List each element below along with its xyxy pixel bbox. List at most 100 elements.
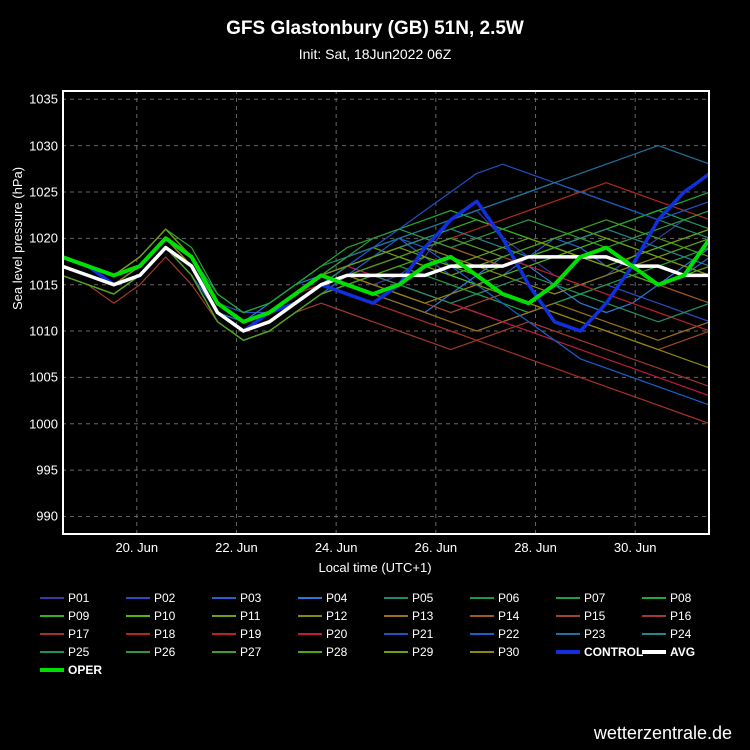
legend-label: P13	[412, 609, 433, 623]
legend-item: P15	[556, 608, 642, 624]
legend-item: P09	[40, 608, 126, 624]
chart-area	[62, 90, 710, 535]
legend-item: P11	[212, 608, 298, 624]
legend-swatch	[556, 597, 580, 599]
legend-label: P19	[240, 627, 261, 641]
legend-item: P20	[298, 626, 384, 642]
x-tick: 24. Jun	[315, 540, 358, 555]
legend-item: P26	[126, 644, 212, 660]
legend-label: P03	[240, 591, 261, 605]
legend-label: P10	[154, 609, 175, 623]
legend-label: P23	[584, 627, 605, 641]
legend-label: P05	[412, 591, 433, 605]
legend-swatch	[126, 633, 150, 635]
legend-label: P27	[240, 645, 261, 659]
legend-item: P21	[384, 626, 470, 642]
y-tick: 995	[8, 463, 58, 478]
legend-label: P26	[154, 645, 175, 659]
legend-swatch	[212, 615, 236, 617]
legend-swatch	[470, 651, 494, 653]
legend-label: P18	[154, 627, 175, 641]
legend-swatch	[642, 650, 666, 654]
legend-label: P17	[68, 627, 89, 641]
legend-swatch	[556, 633, 580, 635]
legend-label: P09	[68, 609, 89, 623]
y-tick: 1020	[8, 231, 58, 246]
legend-label: P22	[498, 627, 519, 641]
legend-swatch	[40, 668, 64, 672]
legend-label: P25	[68, 645, 89, 659]
legend-swatch	[126, 597, 150, 599]
x-tick: 30. Jun	[614, 540, 657, 555]
legend-item: P02	[126, 590, 212, 606]
legend-label: P30	[498, 645, 519, 659]
legend-item: P04	[298, 590, 384, 606]
x-tick: 22. Jun	[215, 540, 258, 555]
legend-item: P05	[384, 590, 470, 606]
legend-swatch	[470, 597, 494, 599]
legend-item: P23	[556, 626, 642, 642]
x-axis-label: Local time (UTC+1)	[0, 560, 750, 575]
legend-label: P07	[584, 591, 605, 605]
legend-swatch	[384, 651, 408, 653]
legend-item: P30	[470, 644, 556, 660]
legend-label: P11	[240, 609, 260, 623]
y-tick: 990	[8, 509, 58, 524]
legend-item: P12	[298, 608, 384, 624]
legend-item: P29	[384, 644, 470, 660]
legend-label: P01	[68, 591, 89, 605]
legend-label: P04	[326, 591, 347, 605]
legend-swatch	[40, 651, 64, 653]
chart-title: GFS Glastonbury (GB) 51N, 2.5W	[0, 0, 750, 40]
legend-item: P27	[212, 644, 298, 660]
y-tick: 1005	[8, 370, 58, 385]
legend-swatch	[212, 633, 236, 635]
legend-item: P13	[384, 608, 470, 624]
legend-item: P25	[40, 644, 126, 660]
y-tick: 1035	[8, 92, 58, 107]
legend-item: OPER	[40, 662, 126, 678]
x-tick: 28. Jun	[514, 540, 557, 555]
legend-item: AVG	[642, 644, 728, 660]
legend-swatch	[212, 651, 236, 653]
x-tick: 26. Jun	[415, 540, 458, 555]
legend-label: AVG	[670, 645, 695, 659]
legend-item: P24	[642, 626, 728, 642]
legend-label: OPER	[68, 663, 102, 677]
legend-item: P06	[470, 590, 556, 606]
y-tick: 1015	[8, 277, 58, 292]
x-tick: 20. Jun	[115, 540, 158, 555]
legend-item: P17	[40, 626, 126, 642]
legend-label: P24	[670, 627, 691, 641]
legend-label: P20	[326, 627, 347, 641]
legend-item: P01	[40, 590, 126, 606]
legend-swatch	[642, 615, 666, 617]
legend-swatch	[556, 615, 580, 617]
legend-item: P14	[470, 608, 556, 624]
legend-label: P29	[412, 645, 433, 659]
legend-swatch	[126, 615, 150, 617]
legend-item: P08	[642, 590, 728, 606]
chart-subtitle: Init: Sat, 18Jun2022 06Z	[0, 40, 750, 62]
legend-label: P15	[584, 609, 605, 623]
legend-item: P07	[556, 590, 642, 606]
legend-swatch	[126, 651, 150, 653]
legend-swatch	[298, 651, 322, 653]
y-tick: 1010	[8, 324, 58, 339]
y-tick: 1025	[8, 184, 58, 199]
legend-swatch	[40, 633, 64, 635]
legend-label: P02	[154, 591, 175, 605]
y-tick: 1030	[8, 138, 58, 153]
legend-swatch	[212, 597, 236, 599]
legend-item: P16	[642, 608, 728, 624]
legend-swatch	[298, 615, 322, 617]
legend-item: P03	[212, 590, 298, 606]
legend-swatch	[384, 615, 408, 617]
legend-swatch	[384, 597, 408, 599]
y-tick: 1000	[8, 416, 58, 431]
legend-swatch	[298, 597, 322, 599]
legend-swatch	[384, 633, 408, 635]
legend-label: P14	[498, 609, 519, 623]
watermark: wetterzentrale.de	[594, 723, 732, 744]
legend-item: P22	[470, 626, 556, 642]
